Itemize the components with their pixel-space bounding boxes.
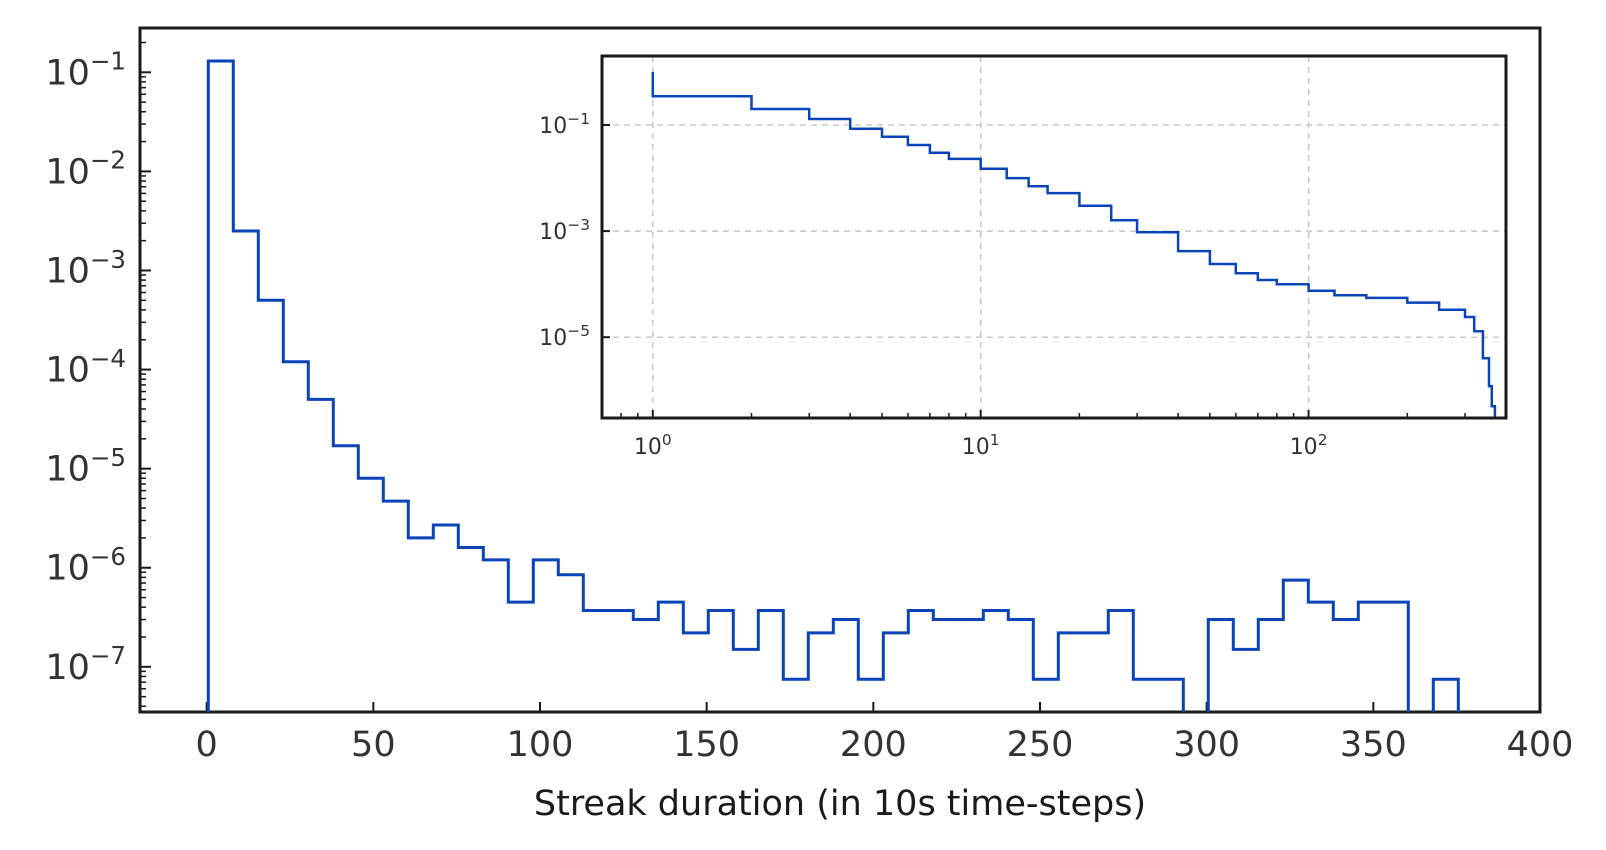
y-tick-label: 10−1 <box>45 47 126 94</box>
main-minor-ticks <box>140 41 146 708</box>
x-tick-label: 400 <box>1507 725 1574 765</box>
y-tick-label: 10−4 <box>45 344 126 391</box>
x-tick-label: 200 <box>840 725 907 765</box>
y-tick-label: 10−6 <box>45 542 126 589</box>
inset-grid <box>602 56 1506 418</box>
x-tick-label: 50 <box>351 725 396 765</box>
y-tick-label: 10−3 <box>45 245 126 292</box>
inset-background <box>602 56 1506 418</box>
inset-x-tick-label: 101 <box>962 431 1000 460</box>
inset-series <box>651 72 1497 418</box>
inset-step-line <box>651 72 1497 418</box>
inset-y-tick-label: 10−1 <box>539 110 590 139</box>
inset-axes: 100 101 102 10−5 10−3 10−1 <box>539 54 1508 460</box>
main-ticks: 0 50 100 150 200 250 300 350 400 10−7 10−6 10−5 10−4… <box>45 47 1573 765</box>
y-tick-label: 10−2 <box>45 146 126 193</box>
inset-x-tick-label: 102 <box>1290 431 1328 460</box>
inset-plot-frame <box>600 54 1508 420</box>
inset-y-tick-label: 10−5 <box>539 322 590 351</box>
x-tick-label: 350 <box>1340 725 1407 765</box>
main-series <box>206 59 1460 712</box>
x-tick-label: 100 <box>507 725 574 765</box>
inset-ticks: 100 101 102 10−5 10−3 10−1 <box>539 110 1507 460</box>
x-axis-label: Streak duration (in 10s time-steps) <box>534 784 1146 824</box>
y-tick-label: 10−5 <box>45 443 126 490</box>
y-tick-label: 10−7 <box>45 641 126 688</box>
histogram-step-line <box>206 59 1185 712</box>
x-tick-label: 150 <box>673 725 740 765</box>
x-tick-label: 0 <box>196 725 218 765</box>
inset-y-tick-label: 10−3 <box>539 216 590 245</box>
histogram-step-line <box>1206 578 1410 712</box>
histogram-step-line <box>1431 677 1460 712</box>
x-tick-label: 300 <box>1173 725 1240 765</box>
main-axes: 0 50 100 150 200 250 300 350 400 10−7 10−6 10−5 10−4… <box>45 26 1573 824</box>
x-tick-label: 250 <box>1007 725 1074 765</box>
inset-x-tick-label: 100 <box>634 431 672 460</box>
